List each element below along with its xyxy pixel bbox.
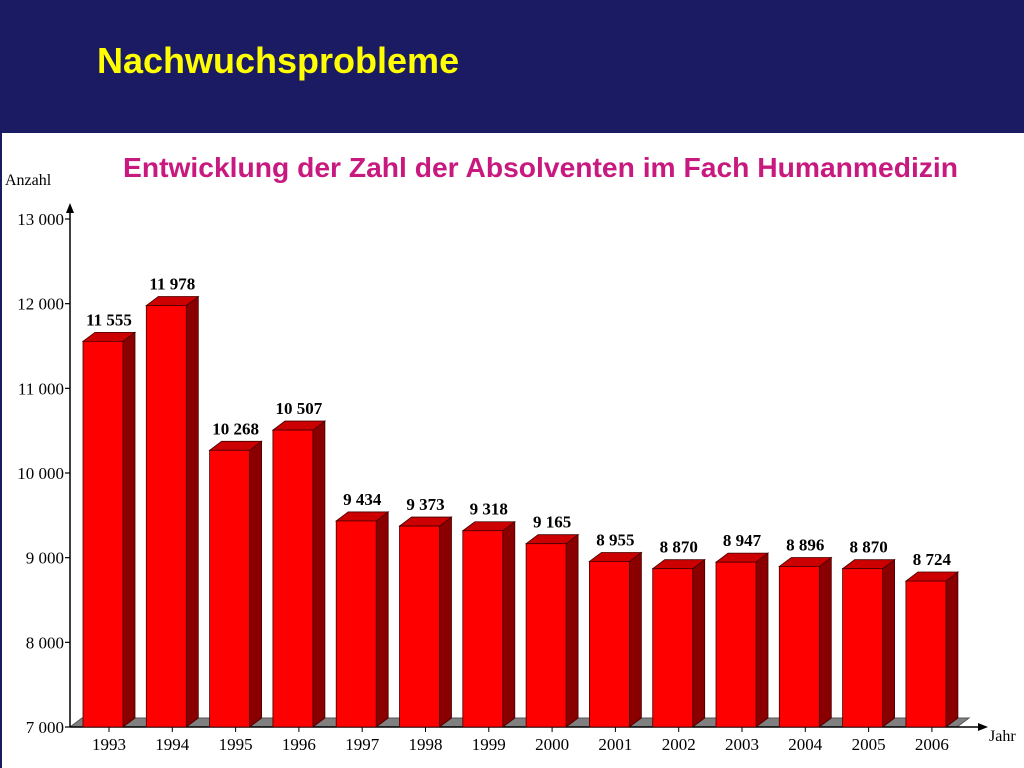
bar-side [755,552,769,728]
x-axis-arrow [978,723,988,731]
x-tick-label: 1998 [409,735,443,754]
value-label: 10 268 [212,419,259,438]
x-tick-label: 1994 [155,735,190,754]
bar-front [272,429,314,728]
bar-side [882,558,895,728]
bar-front [525,543,567,728]
labels: 11 555 1993 11 978 1994 10 268 1995 10 507 1996… [86,275,951,754]
value-label: 9 318 [470,500,508,519]
slide-title: Nachwuchsprobleme [97,40,460,81]
bar [81,331,137,728]
bar [271,420,327,728]
bar-side [375,511,389,728]
value-label: 8 947 [723,531,762,550]
bar [904,571,960,728]
bar [841,558,896,728]
bar-side [439,516,452,728]
bar-side [629,551,642,728]
bar-front [209,449,251,728]
bar [461,520,516,728]
bar-side [185,295,199,728]
value-label: 9 373 [406,495,444,514]
bar-side [502,520,516,728]
y-tick-label: 8 000 [26,633,64,652]
bar [714,552,770,728]
bar [524,533,580,728]
bar-front [145,305,187,728]
bar-side [122,331,136,728]
bar-side [249,440,263,728]
bar-front [589,561,630,728]
bar-side [312,420,326,728]
y-tick-label: 7 000 [26,718,64,737]
x-tick-label: 1995 [219,735,253,754]
bar [588,551,643,728]
y-tick-label: 10 000 [17,464,64,483]
x-tick-label: 2004 [788,735,823,754]
x-tick-label: 1999 [472,735,506,754]
x-tick-label: 2002 [662,735,696,754]
bar-chart: Entwicklung der Zahl der Absolventen im … [5,152,1016,754]
x-tick-label: 2003 [725,735,759,754]
value-label: 9 434 [343,490,382,509]
bar-front [905,580,947,728]
chart-title: Entwicklung der Zahl der Absolventen im … [123,152,958,183]
bar-front [842,568,883,728]
y-tick-label: 12 000 [17,295,64,314]
bar [145,295,200,728]
bar-front [652,568,694,728]
value-label: 8 870 [660,538,698,557]
value-label: 10 507 [276,399,323,418]
y-axis-label: Anzahl [5,172,52,189]
bar-front [778,566,820,728]
chart-panel: Entwicklung der Zahl der Absolventen im … [2,133,1024,768]
x-tick-label: 1993 [92,735,126,754]
bar-side [692,558,706,728]
bar-side [945,571,959,728]
bar-side [818,556,832,728]
value-label: 8 955 [596,530,634,549]
bar [651,558,706,728]
x-axis-label: Jahr [989,728,1016,745]
slide-header: Nachwuchsprobleme [0,0,1024,133]
chart-floor [68,717,971,728]
bar [208,440,263,728]
bar [778,556,833,728]
x-tick-label: 2005 [852,735,886,754]
x-tick-label: 2001 [598,735,632,754]
bar-front [335,520,377,728]
value-label: 8 724 [913,550,952,569]
x-tick-label: 1996 [282,735,316,754]
x-tick-label: 1997 [345,735,380,754]
y-axis-arrow [66,203,74,213]
bars [81,295,960,728]
bar-front [462,530,504,728]
bar-front [399,525,440,728]
y-tick-label: 13 000 [17,210,64,229]
bar-front [715,561,757,728]
value-label: 11 555 [86,310,132,329]
x-tick-label: 2000 [535,735,569,754]
value-label: 11 978 [149,275,195,294]
bar-side [565,533,579,728]
bar [335,511,390,728]
y-tick-label: 9 000 [26,549,64,568]
value-label: 9 165 [533,513,571,532]
value-label: 8 896 [786,535,824,554]
bar-front [82,340,124,728]
bar [398,516,453,728]
value-label: 8 870 [849,538,887,557]
y-tick-label: 11 000 [18,379,64,398]
x-tick-label: 2006 [915,735,949,754]
